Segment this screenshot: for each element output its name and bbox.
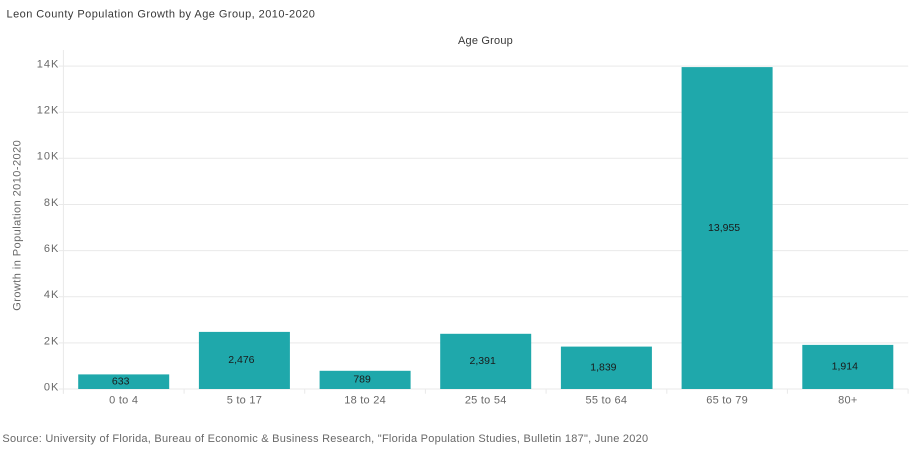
svg-text:13,955: 13,955 [708, 222, 740, 234]
svg-text:1,914: 1,914 [832, 361, 858, 373]
svg-text:6K: 6K [44, 243, 59, 255]
svg-text:25 to 54: 25 to 54 [465, 395, 507, 407]
svg-text:789: 789 [353, 374, 371, 386]
svg-text:2,391: 2,391 [470, 355, 496, 367]
svg-text:65 to 79: 65 to 79 [706, 395, 748, 407]
svg-text:12K: 12K [37, 105, 60, 117]
svg-text:2K: 2K [44, 335, 59, 347]
svg-text:80+: 80+ [838, 395, 857, 407]
svg-text:18 to 24: 18 to 24 [344, 395, 386, 407]
svg-text:0 to 4: 0 to 4 [109, 395, 138, 407]
svg-text:Source: University of Florida,: Source: University of Florida, Bureau of… [2, 433, 648, 445]
svg-text:2,476: 2,476 [228, 354, 254, 366]
svg-text:0K: 0K [44, 381, 59, 393]
svg-text:4K: 4K [44, 289, 59, 301]
svg-text:14K: 14K [37, 59, 60, 71]
svg-text:Age Group: Age Group [458, 35, 513, 47]
svg-text:10K: 10K [37, 151, 60, 163]
svg-text:Growth in Population 2010-2020: Growth in Population 2010-2020 [12, 140, 24, 311]
svg-text:633: 633 [112, 375, 130, 387]
svg-text:1,839: 1,839 [590, 362, 616, 374]
svg-text:8K: 8K [44, 197, 59, 209]
svg-text:Leon County Population Growth: Leon County Population Growth by Age Gro… [7, 9, 316, 21]
svg-text:5 to 17: 5 to 17 [227, 395, 262, 407]
svg-text:55 to 64: 55 to 64 [586, 395, 628, 407]
